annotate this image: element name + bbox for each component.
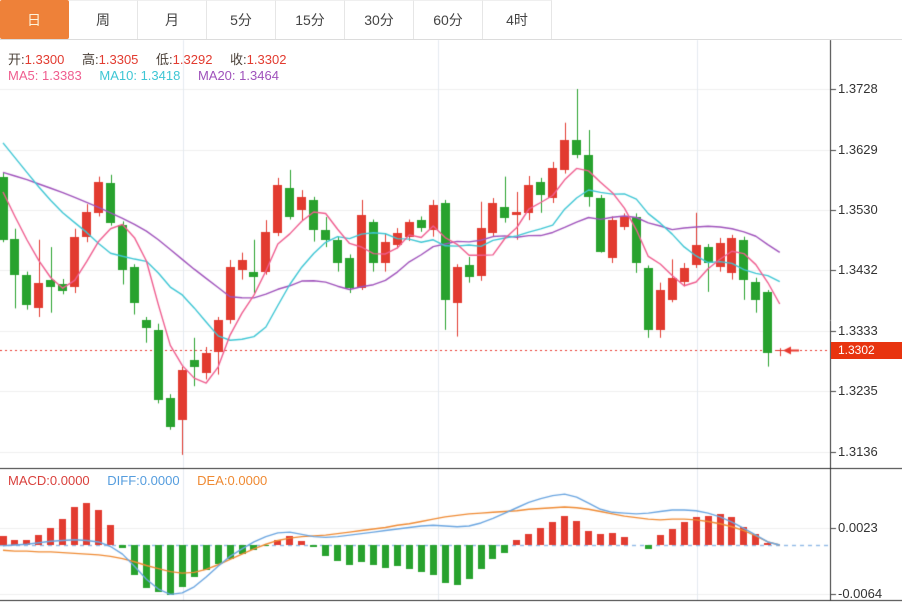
ma-readout: MA5: 1.3383 MA10: 1.3418 MA20: 1.3464 — [8, 68, 293, 83]
close-value: 1.3302 — [246, 52, 287, 67]
timeframe-tab-5[interactable]: 15分 — [276, 0, 345, 39]
open-value: 1.3300 — [24, 52, 65, 67]
price-axis-label: 1.3136 — [838, 443, 878, 459]
high-label: 高: — [82, 52, 99, 67]
price-axis-label: 1.3333 — [838, 323, 878, 339]
low-value: 1.3292 — [172, 52, 213, 67]
timeframe-tabbar: 日周月 5分 15分 30分 60分 4时 — [0, 0, 902, 40]
ma20-label: MA20: — [197, 68, 236, 83]
timeframe-tab-6[interactable]: 30分 — [345, 0, 414, 39]
timeframe-tab-1[interactable]: 日 — [0, 0, 69, 39]
timeframe-tab-4[interactable]: 5分 — [207, 0, 276, 39]
price-axis-label: 1.3629 — [838, 141, 878, 157]
ma20-value: 1.3464 — [239, 68, 279, 83]
timeframe-tab-3[interactable]: 月 — [138, 0, 207, 39]
high-value: 1.3305 — [98, 52, 139, 67]
diff-label: DIFF: — [107, 473, 140, 488]
dea-label: DEA: — [197, 473, 228, 488]
macd-axis-label: 0.0023 — [838, 519, 878, 535]
diff-value: 0.0000 — [139, 473, 180, 488]
macd-value: 0.0000 — [49, 473, 90, 488]
timeframe-tab-2[interactable]: 周 — [69, 0, 138, 39]
ma10-value: 1.3418 — [140, 68, 181, 83]
timeframe-tab-8[interactable]: 4时 — [483, 0, 552, 39]
close-label: 收: — [230, 52, 247, 67]
ohlc-readout: 开:1.3300 高:1.3305 低:1.3292 收:1.3302 — [8, 49, 300, 68]
price-axis-label: 1.3432 — [838, 262, 878, 278]
price-axis-label: 1.3728 — [838, 81, 878, 96]
macd-axis-label: -0.0064 — [838, 585, 883, 601]
ma5-value: 1.3383 — [41, 68, 82, 83]
macd-label: MACD: — [8, 473, 50, 488]
macd-readout: MACD:0.0000 DIFF:0.0000 DEA:0.0000 — [8, 473, 281, 488]
ma10-label: MA10: — [99, 68, 137, 83]
price-axis-label: 1.3235 — [838, 383, 878, 399]
open-label: 开: — [8, 52, 25, 67]
price-axis-label: 1.3530 — [838, 202, 878, 218]
current-price-badge: 1.3302 — [831, 342, 902, 359]
dea-value: 0.0000 — [227, 473, 268, 488]
low-label: 低: — [156, 52, 173, 67]
ma5-label: MA5: — [8, 68, 39, 83]
timeframe-tab-7[interactable]: 60分 — [414, 0, 483, 39]
